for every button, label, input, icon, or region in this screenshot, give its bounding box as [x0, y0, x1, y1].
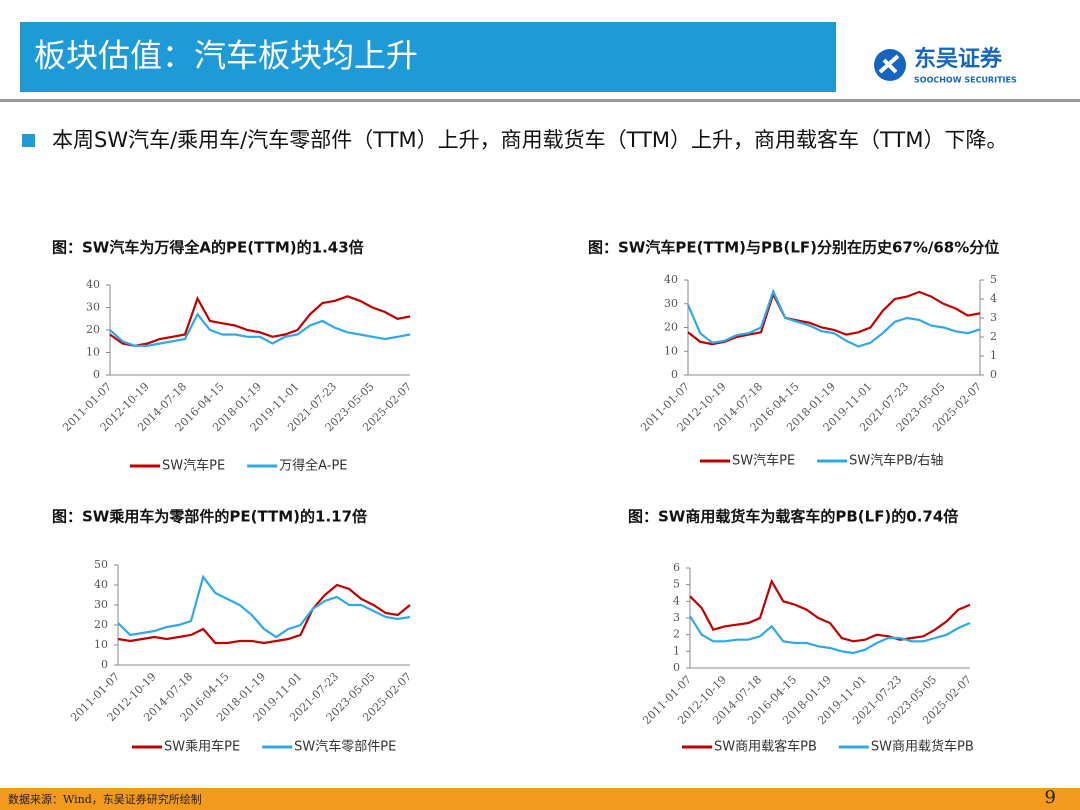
y2-tick-label: 0 — [990, 368, 997, 381]
y-tick-label: 30 — [86, 301, 100, 314]
series-line — [687, 290, 981, 346]
bullet-marker — [22, 134, 35, 147]
y-tick-label: 0 — [671, 368, 678, 381]
y-tick-label: 10 — [86, 346, 100, 359]
series-line — [689, 578, 971, 643]
chart-title: 图：SW乘用车为零部件的PE(TTM)的1.17倍 — [52, 508, 367, 526]
y-tick-label: 0 — [673, 661, 680, 674]
chart-title: 图：SW商用载货车为载客车的PB(LF)的0.74倍 — [628, 508, 958, 526]
y-tick-label: 20 — [94, 618, 108, 631]
logo: 东吴证券 SOOCHOW SECURITIES — [874, 46, 1017, 85]
y-tick-label: 40 — [86, 278, 100, 291]
y-tick-label: 4 — [673, 594, 680, 607]
y-tick-label: 10 — [94, 638, 108, 651]
y-tick-label: 6 — [673, 561, 680, 574]
legend-label: SW汽车PB/右轴 — [849, 453, 943, 469]
header-title: 板块估值：汽车板块均上升 — [34, 37, 418, 75]
chart-title: 图：SW汽车PE(TTM)与PB(LF)分别在历史67%/68%分位 — [588, 239, 999, 257]
header-bar — [20, 22, 836, 92]
logo-name: 东吴证券 — [914, 46, 1003, 72]
series-line — [117, 574, 411, 639]
y-tick-label: 3 — [673, 611, 680, 624]
y-tick-label: 0 — [101, 658, 108, 671]
page-number: 9 — [1045, 787, 1056, 808]
y2-tick-label: 3 — [990, 311, 997, 324]
series-line — [109, 312, 411, 347]
y-tick-label: 0 — [93, 368, 100, 381]
y-tick-label: 40 — [664, 273, 678, 286]
y-tick-label: 10 — [664, 344, 678, 357]
y-tick-label: 30 — [664, 297, 678, 310]
y2-tick-label: 2 — [990, 330, 997, 343]
y-tick-label: 30 — [94, 598, 108, 611]
legend-label: SW汽车PE — [732, 453, 795, 469]
y-tick-label: 5 — [673, 578, 680, 591]
series-line — [109, 295, 411, 347]
y-tick-label: 20 — [86, 323, 100, 336]
y-tick-label: 20 — [664, 321, 678, 334]
chart-title: 图：SW汽车为万得全A的PE(TTM)的1.43倍 — [52, 239, 364, 257]
y2-tick-label: 4 — [990, 292, 997, 305]
legend-label: SW商用载客车PB — [714, 739, 817, 755]
legend-label: SW商用载货车PB — [871, 739, 974, 755]
header-rule — [0, 99, 1080, 102]
y-tick-label: 1 — [673, 644, 680, 657]
y2-tick-label: 1 — [990, 349, 997, 362]
legend-label: SW乘用车PE — [164, 739, 240, 755]
series-line — [689, 615, 971, 655]
series-line — [117, 583, 411, 645]
y-tick-label: 2 — [673, 628, 680, 641]
footer-source: 数据来源：Wind，东吴证券研究所绘制 — [8, 792, 202, 806]
footer-bar — [0, 788, 1080, 810]
legend-label: SW汽车PE — [162, 458, 225, 474]
legend-label: 万得全A-PE — [279, 458, 347, 474]
series-line — [686, 288, 981, 348]
logo-subtitle: SOOCHOW SECURITIES — [914, 76, 1017, 85]
legend-label: SW汽车零部件PE — [294, 739, 396, 755]
bullet-text: 本周SW汽车/乘用车/汽车零部件（TTM）上升，商用载货车（TTM）上升，商用载… — [52, 128, 1008, 152]
y-tick-label: 40 — [94, 578, 108, 591]
y2-tick-label: 5 — [990, 273, 997, 286]
y-tick-label: 50 — [94, 558, 108, 571]
